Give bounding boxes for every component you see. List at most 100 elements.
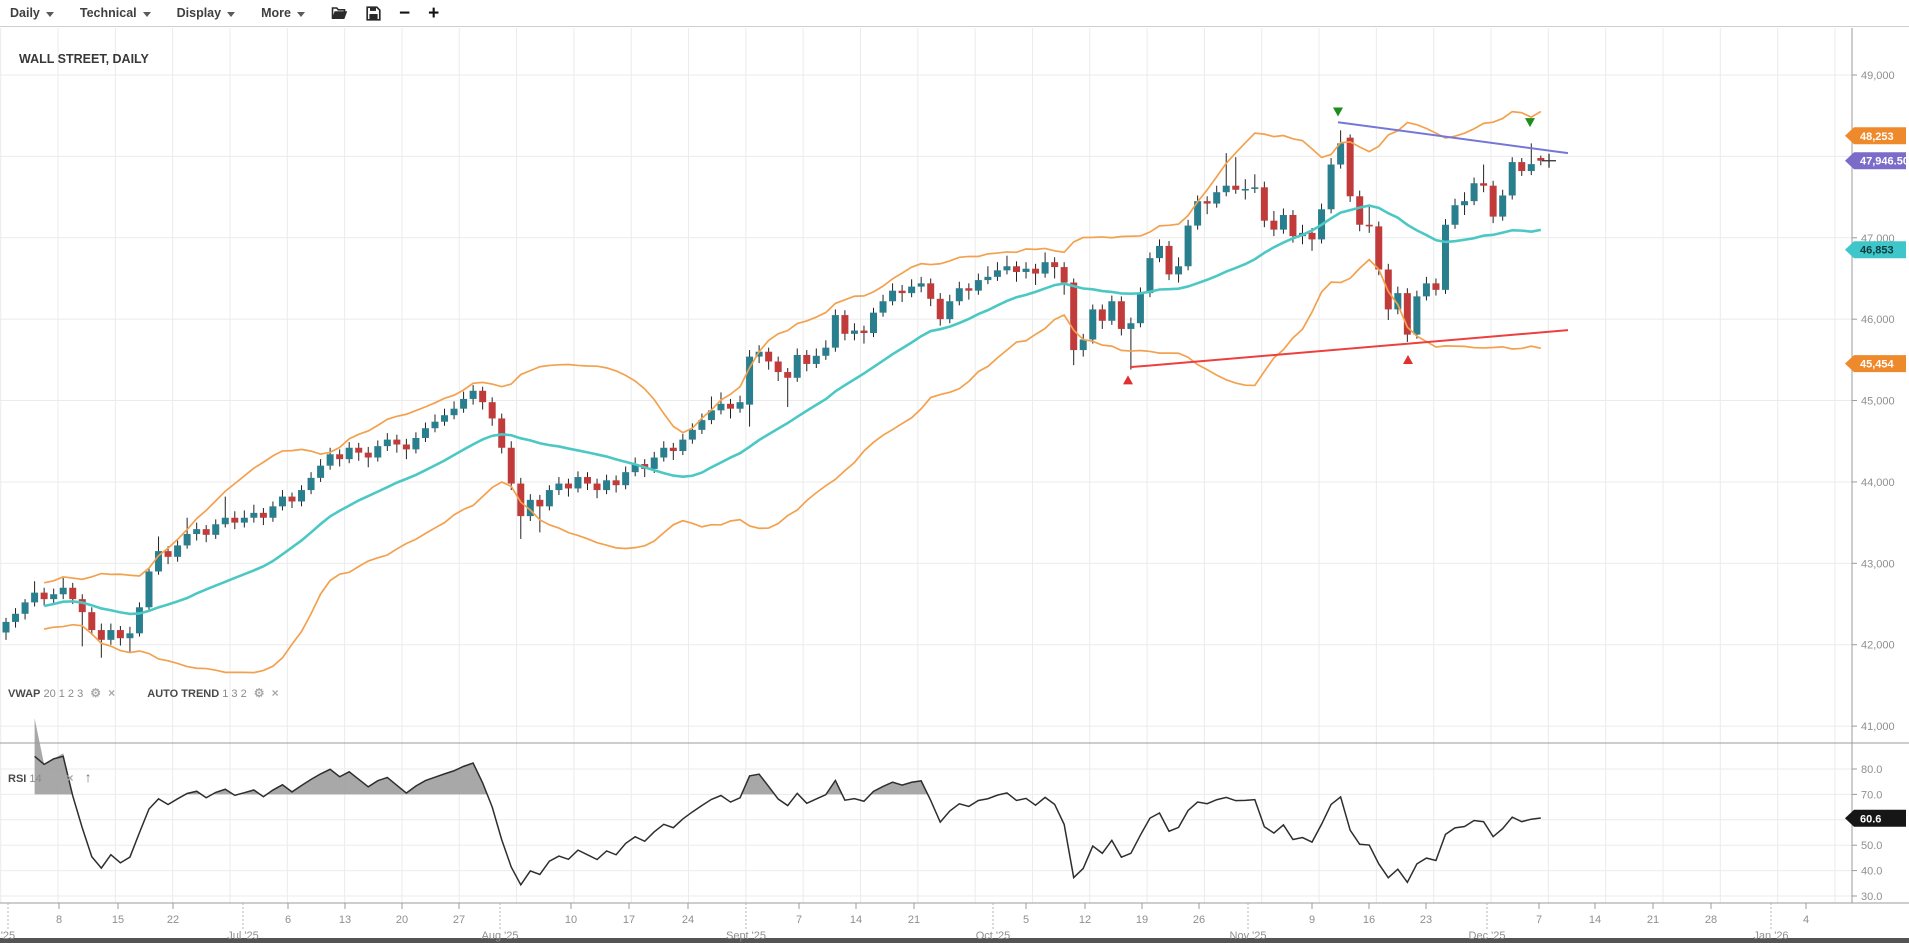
gear-icon[interactable]: ⚙ bbox=[90, 686, 102, 700]
menu-daily[interactable]: Daily bbox=[10, 6, 54, 20]
candle-down bbox=[479, 390, 487, 403]
last-price-badge bbox=[1845, 152, 1906, 170]
time-axis[interactable]: 8 15 22 6 13 20 27 10 17 24 7 14 21 5 12 19 26 9 16 23 7 14 21… bbox=[1, 903, 1809, 942]
candle-down bbox=[1051, 262, 1059, 268]
week-tick-label: 19 bbox=[1136, 914, 1148, 926]
week-tick-label: 4 bbox=[1803, 914, 1809, 926]
candle-down bbox=[97, 630, 105, 640]
menu-technical[interactable]: Technical bbox=[80, 6, 151, 20]
chevron-down-icon bbox=[142, 11, 151, 17]
candle-up bbox=[240, 517, 248, 523]
candle-down bbox=[488, 402, 496, 419]
candle-up bbox=[1441, 224, 1449, 290]
rsi-tick-label: 40.0 bbox=[1861, 866, 1882, 878]
close-icon[interactable]: × bbox=[108, 686, 116, 700]
candle-up bbox=[1413, 296, 1421, 335]
candle-up bbox=[278, 496, 286, 507]
candle-up bbox=[1422, 283, 1430, 297]
menu-more-label: More bbox=[261, 6, 291, 20]
candle-up bbox=[31, 592, 39, 603]
price-axis[interactable]: 49,00048,00047,00046,00045,00044,00043,0… bbox=[1852, 70, 1895, 903]
candle-down bbox=[164, 551, 172, 557]
candle-up bbox=[221, 517, 229, 525]
candle-up bbox=[135, 607, 143, 634]
week-tick-label: 14 bbox=[850, 914, 862, 926]
month-tick-label: Oct '25 bbox=[976, 930, 1011, 942]
candle-down bbox=[765, 351, 773, 362]
candle-up bbox=[526, 499, 534, 517]
price-tick-label: 45,000 bbox=[1861, 396, 1895, 408]
candle-down bbox=[1060, 267, 1068, 283]
crosshair-icon bbox=[1542, 153, 1556, 168]
month-tick-label: Aug '25 bbox=[482, 930, 519, 942]
candle-up bbox=[345, 447, 353, 460]
save-chart-button[interactable] bbox=[366, 5, 381, 21]
gear-icon[interactable]: ⚙ bbox=[253, 686, 265, 700]
candle-down bbox=[116, 630, 124, 639]
close-icon[interactable]: × bbox=[66, 771, 74, 785]
open-chart-button[interactable] bbox=[331, 6, 348, 20]
menu-more[interactable]: More bbox=[261, 6, 305, 20]
candle-up bbox=[1394, 293, 1402, 310]
candle-up bbox=[1003, 266, 1011, 271]
band-lower-badge bbox=[1845, 355, 1906, 373]
candle-up bbox=[889, 290, 897, 302]
rsi-indicator-label: RSI 14 ⚙ × ↑ bbox=[8, 769, 92, 785]
rsi-pane[interactable] bbox=[0, 743, 1852, 903]
candle-up bbox=[145, 571, 153, 608]
week-tick-label: 8 bbox=[56, 914, 62, 926]
candle-up bbox=[1527, 164, 1535, 172]
price-tick-label: 44,000 bbox=[1861, 477, 1895, 489]
candle-up bbox=[603, 480, 611, 491]
candle-up bbox=[812, 355, 820, 364]
candle-down bbox=[593, 483, 601, 491]
week-tick-label: 22 bbox=[167, 914, 179, 926]
candle-up bbox=[650, 457, 658, 469]
rsi-tick-label: 30.0 bbox=[1861, 891, 1882, 903]
candle-up bbox=[793, 354, 801, 378]
candle-down bbox=[1032, 268, 1040, 274]
week-tick-label: 7 bbox=[796, 914, 802, 926]
candle-down bbox=[1308, 232, 1316, 240]
candle-down bbox=[1012, 266, 1020, 272]
candle-down bbox=[1403, 293, 1411, 335]
zoom-out-button[interactable]: − bbox=[398, 2, 411, 24]
auto-trend-line-down[interactable] bbox=[1337, 121, 1569, 155]
candle-down bbox=[507, 447, 515, 484]
candle-up bbox=[460, 398, 468, 409]
candle-down bbox=[1518, 162, 1526, 172]
candle-up bbox=[126, 633, 134, 639]
candle-down bbox=[1432, 283, 1440, 290]
rsi-tick-label: 80.0 bbox=[1861, 764, 1882, 776]
candle-up bbox=[698, 420, 706, 430]
gear-icon[interactable]: ⚙ bbox=[48, 771, 60, 785]
candle-up bbox=[1041, 262, 1049, 274]
rsi-tick-label: 50.0 bbox=[1861, 840, 1882, 852]
band-lower-line bbox=[43, 258, 1541, 674]
price-pane[interactable] bbox=[0, 28, 1852, 743]
vwap-center-line bbox=[43, 204, 1542, 616]
auto-trend-line-up[interactable] bbox=[1129, 329, 1569, 369]
candle-up bbox=[2, 621, 10, 633]
week-tick-label: 15 bbox=[112, 914, 124, 926]
candle-down bbox=[774, 361, 782, 373]
candle-up bbox=[269, 506, 277, 518]
candle-up bbox=[1241, 188, 1249, 191]
candle-down bbox=[803, 354, 811, 364]
week-tick-label: 6 bbox=[285, 914, 291, 926]
candle-up bbox=[1327, 164, 1335, 210]
candle-down bbox=[78, 599, 86, 613]
move-indicator-up-icon[interactable]: ↑ bbox=[84, 769, 92, 785]
price-tick-label: 42,000 bbox=[1861, 640, 1895, 652]
month-tick-label: Sept '25 bbox=[726, 930, 766, 942]
close-icon[interactable]: × bbox=[271, 686, 279, 700]
zoom-in-button[interactable]: + bbox=[428, 2, 440, 24]
month-tick-label: Jan '26 bbox=[1753, 930, 1788, 942]
candle-down bbox=[564, 483, 572, 489]
menu-display[interactable]: Display bbox=[177, 6, 236, 20]
band-upper-line bbox=[43, 110, 1542, 584]
week-tick-label: 23 bbox=[1420, 914, 1432, 926]
rsi-params: 14 bbox=[29, 773, 42, 785]
